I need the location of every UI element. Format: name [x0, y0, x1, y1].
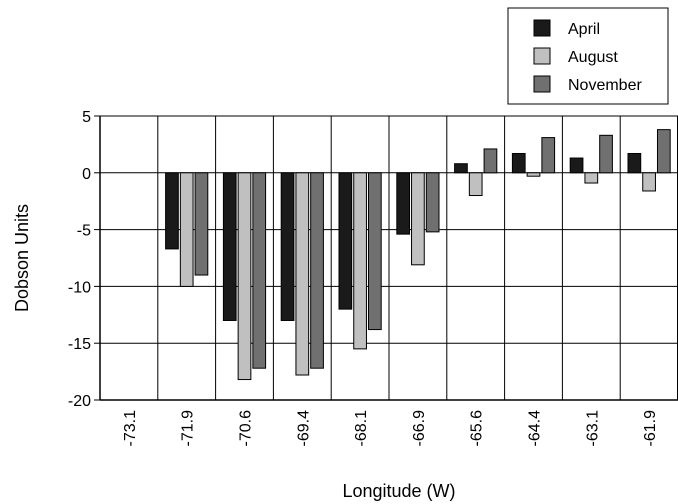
bar-august-4: [353, 172, 367, 350]
bar-november-8: [599, 134, 613, 174]
y-tick-label: 5: [82, 109, 91, 126]
x-tick-label: -73.1: [122, 410, 139, 447]
y-tick-labels: 5 0 -5 -10 -15 -20: [68, 109, 91, 410]
legend-label-august: August: [568, 49, 618, 66]
bar-august-1: [179, 172, 194, 287]
x-tick-label: -63.1: [584, 410, 601, 447]
legend-swatch-august: [533, 47, 551, 65]
bar-august-5: [411, 172, 425, 266]
y-tick-label: -20: [68, 393, 91, 410]
bar-april-8: [569, 157, 584, 174]
legend-label-april: April: [568, 21, 600, 38]
legend-label-november: November: [568, 77, 642, 94]
bar-april-2: [222, 172, 237, 321]
bar-april-1: [165, 172, 179, 250]
bars: [165, 129, 671, 381]
bar-august-2: [237, 172, 252, 381]
legend-swatch-november: [533, 75, 551, 93]
bar-august-9: [642, 172, 656, 192]
x-tick-label: -61.9: [642, 410, 659, 447]
x-tick-label: -66.9: [411, 410, 428, 447]
x-tick-labels: -73.1 -71.9 -70.6 -69.4 -68.1 -66.9 -65.6 -64.4…: [122, 410, 659, 447]
axes: [94, 115, 678, 401]
bar-august-8: [584, 172, 599, 184]
legend-swatch-april: [533, 19, 551, 37]
bar-november-1: [194, 172, 209, 276]
y-tick-label: -15: [68, 336, 91, 353]
bar-april-9: [627, 152, 642, 174]
bar-april-4: [338, 172, 353, 310]
bar-april-5: [396, 172, 411, 235]
x-tick-label: -65.6: [469, 410, 486, 447]
x-tick-label: -70.6: [238, 410, 255, 447]
legend: April August November: [507, 7, 669, 105]
y-tick-label: -5: [77, 223, 91, 240]
bar-november-6: [483, 148, 498, 174]
bar-april-3: [280, 172, 295, 321]
y-tick-label: -10: [68, 279, 91, 296]
bar-august-6: [468, 172, 483, 197]
bar-november-2: [252, 172, 267, 369]
y-tick-label: 0: [82, 166, 91, 183]
bar-november-3: [310, 172, 324, 369]
bar-august-3: [295, 172, 310, 376]
bar-november-5: [425, 172, 440, 233]
y-axis-title: Dobson Units: [12, 204, 32, 312]
bar-april-6: [454, 163, 468, 174]
x-tick-label: -68.1: [353, 410, 370, 447]
bar-april-7: [511, 152, 526, 174]
bar-august-7: [526, 172, 541, 177]
x-tick-label: -64.4: [527, 410, 544, 447]
x-axis-title: Longitude (W): [342, 481, 455, 501]
bar-november-7: [541, 137, 556, 174]
bar-november-9: [656, 129, 671, 174]
bar-november-4: [367, 172, 382, 331]
x-tick-label: -69.4: [295, 410, 312, 447]
x-tick-label: -71.9: [180, 410, 197, 447]
